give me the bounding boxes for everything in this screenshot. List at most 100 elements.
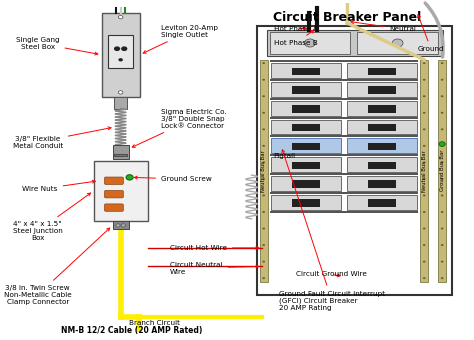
Circle shape	[262, 260, 265, 262]
Text: Ground Bus Bar: Ground Bus Bar	[439, 150, 445, 191]
Circle shape	[118, 15, 123, 19]
Bar	[346, 101, 417, 116]
Circle shape	[118, 91, 123, 94]
Bar	[270, 154, 418, 156]
Bar	[271, 138, 341, 153]
Circle shape	[423, 244, 426, 246]
Bar	[368, 105, 396, 113]
Text: 3/8 in. Twin Screw
Non-Metallic Cable
Clamp Connector: 3/8 in. Twin Screw Non-Metallic Cable Cl…	[4, 228, 110, 305]
Bar	[101, 13, 140, 97]
Bar	[270, 60, 418, 62]
Bar	[270, 117, 418, 119]
Bar	[292, 143, 320, 150]
Bar	[368, 124, 396, 132]
Circle shape	[423, 112, 426, 114]
Circle shape	[262, 145, 265, 147]
Bar	[346, 63, 417, 78]
Circle shape	[423, 95, 426, 97]
Bar	[257, 26, 453, 295]
Circle shape	[441, 178, 444, 180]
Circle shape	[305, 39, 315, 47]
Circle shape	[114, 46, 120, 51]
Bar	[112, 221, 129, 230]
Circle shape	[441, 128, 444, 130]
Circle shape	[262, 162, 265, 164]
Text: Leviton 20-Amp
Single Outlet: Leviton 20-Amp Single Outlet	[143, 25, 218, 53]
Bar	[368, 199, 396, 207]
Bar	[368, 143, 396, 150]
Text: Ground Fault Circuit Interrupt
(GFCI) Circuit Breaker
20 AMP Rating: Ground Fault Circuit Interrupt (GFCI) Ci…	[279, 150, 385, 311]
Text: Branch Circuit: Branch Circuit	[129, 320, 180, 326]
Bar	[109, 35, 133, 68]
Bar	[270, 32, 350, 54]
Bar	[346, 157, 417, 172]
Circle shape	[441, 244, 444, 246]
Text: Neutral Bus Bar: Neutral Bus Bar	[422, 150, 427, 191]
Circle shape	[441, 112, 444, 114]
Circle shape	[262, 62, 265, 64]
Circle shape	[423, 260, 426, 262]
Circle shape	[116, 224, 120, 227]
Circle shape	[423, 128, 426, 130]
Bar	[270, 192, 418, 194]
Bar	[346, 195, 417, 210]
Circle shape	[423, 211, 426, 213]
Circle shape	[441, 227, 444, 230]
Circle shape	[262, 95, 265, 97]
Text: Ground: Ground	[418, 15, 445, 52]
Bar	[94, 160, 147, 221]
Circle shape	[262, 277, 265, 279]
Circle shape	[441, 162, 444, 164]
Bar	[270, 98, 418, 100]
Bar	[368, 86, 396, 94]
Text: Neutral: Neutral	[351, 21, 417, 32]
Circle shape	[441, 95, 444, 97]
Circle shape	[126, 175, 133, 180]
Bar	[292, 181, 320, 188]
Bar	[368, 162, 396, 169]
Bar	[114, 154, 128, 156]
Circle shape	[439, 142, 445, 147]
Bar	[292, 86, 320, 94]
Circle shape	[423, 62, 426, 64]
Text: Ground Screw: Ground Screw	[134, 176, 212, 182]
Circle shape	[262, 194, 265, 197]
Circle shape	[441, 194, 444, 197]
Circle shape	[441, 211, 444, 213]
Text: Circuit Ground Wire: Circuit Ground Wire	[295, 271, 366, 277]
Circle shape	[118, 58, 123, 62]
Circle shape	[423, 194, 426, 197]
Circle shape	[262, 128, 265, 130]
Circle shape	[423, 227, 426, 230]
Circle shape	[441, 145, 444, 147]
Bar	[271, 157, 341, 172]
Bar	[271, 195, 341, 210]
Text: 4" x 4" x 1.5"
Steel Junction
Box: 4" x 4" x 1.5" Steel Junction Box	[13, 193, 91, 241]
Circle shape	[392, 39, 403, 47]
Text: Single Gang
Steel Box: Single Gang Steel Box	[16, 36, 98, 55]
Text: NM-B 12/2 Cable (20 AMP Rated): NM-B 12/2 Cable (20 AMP Rated)	[61, 326, 202, 335]
Text: Neutral Bus Bar: Neutral Bus Bar	[261, 150, 266, 191]
Bar	[271, 63, 341, 78]
Text: Wire Nuts: Wire Nuts	[22, 180, 95, 192]
Circle shape	[441, 79, 444, 81]
Bar	[260, 60, 268, 282]
Circle shape	[262, 112, 265, 114]
Circle shape	[423, 79, 426, 81]
Circle shape	[262, 79, 265, 81]
Text: Circuit Hot Wire: Circuit Hot Wire	[170, 245, 259, 251]
Bar	[114, 97, 127, 108]
Text: 3/8" Flexible
Metal Conduit: 3/8" Flexible Metal Conduit	[13, 127, 111, 149]
Circle shape	[262, 178, 265, 180]
Bar	[292, 68, 320, 75]
Bar	[346, 138, 417, 153]
Bar	[271, 82, 341, 97]
Bar	[270, 79, 418, 81]
Text: Hot Phase A: Hot Phase A	[274, 26, 318, 32]
Bar	[438, 60, 446, 282]
Text: Hot Phase B: Hot Phase B	[274, 30, 318, 46]
Bar	[112, 146, 129, 159]
Circle shape	[441, 260, 444, 262]
FancyBboxPatch shape	[104, 177, 123, 184]
Bar	[292, 105, 320, 113]
